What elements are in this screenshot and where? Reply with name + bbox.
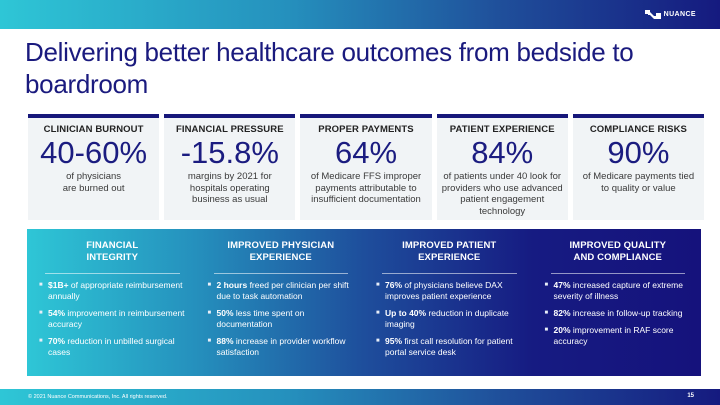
footer-bar: © 2021 Nuance Communications, Inc. All r… (0, 389, 720, 405)
stat-label: PROPER PAYMENTS (318, 124, 414, 135)
bullet-text: freed per clinician per shift due to tas… (216, 280, 349, 301)
bullet-text: of appropriate reimbursement annually (48, 280, 183, 301)
stat-label: FINANCIAL PRESSURE (175, 124, 284, 135)
bullet-text: of physicians believe DAX improves patie… (385, 280, 503, 301)
stat-value: 84% (471, 135, 534, 170)
bullet-text: increase in follow-up tracking (570, 308, 683, 318)
benefit-bullet: ■ 95% first call resolution for patient p… (376, 336, 523, 358)
page-number: 15 (687, 393, 694, 399)
bullet-square-icon: ■ (207, 310, 212, 316)
bullet-text: increased capture of extreme severity of… (553, 280, 683, 301)
slide-title: Delivering better healthcare outcomes fr… (25, 37, 634, 99)
bullet-text: reduction in duplicate imaging (385, 308, 509, 329)
benefit-column-physician-experience: IMPROVED PHYSICIAN EXPERIENCE ■ 2 hours f… (196, 229, 365, 376)
bullet-highlight: 20% (553, 325, 571, 335)
stat-value: 64% (334, 135, 398, 170)
bullet-square-icon: ■ (544, 327, 549, 333)
bullet-highlight: Up to 40% (385, 308, 427, 318)
bullet-text: first call resolution for patient portal… (385, 336, 513, 357)
bullet-square-icon: ■ (544, 310, 549, 316)
bullet-text: reduction in unbilled surgical cases (48, 336, 175, 357)
bullet-square-icon: ■ (376, 282, 380, 288)
stat-value: 40-60% (40, 135, 148, 170)
brand-logo: NUANCE (644, 10, 696, 19)
benefits-panel: FINANCIAL INTEGRITY ■ $1B+ of appropriate… (27, 229, 701, 376)
benefit-bullet: ■ $1B+ of appropriate reimbursement annua… (39, 280, 186, 302)
stat-description: of Medicare payments tied to quality or … (582, 171, 695, 194)
stat-card-financial-pressure: FINANCIAL PRESSURE -15.8% margins by 202… (164, 114, 296, 220)
bullet-highlight: 70% (48, 336, 66, 346)
benefit-bullet: ■ 50% less time spent on documentation (208, 308, 355, 330)
benefit-title: IMPROVED QUALITY AND COMPLIANCE (550, 237, 685, 274)
bullet-square-icon: ■ (207, 282, 212, 288)
stat-card-patient-experience: PATIENT EXPERIENCE 84% of patients under… (436, 114, 568, 220)
stat-label: CLINICIAN BURNOUT (43, 124, 144, 135)
bullet-highlight: 76% (385, 280, 403, 290)
stat-card-clinician-burnout: CLINICIAN BURNOUT 40-60% of physicians a… (28, 114, 160, 220)
stat-description: of physicians are burned out (62, 171, 125, 194)
stat-label: COMPLIANCE RISKS (589, 124, 687, 135)
brand-name: NUANCE (663, 11, 696, 18)
bullet-square-icon: ■ (376, 310, 380, 316)
bullet-text: improvement in reimbursement accuracy (48, 308, 185, 329)
benefit-column-financial-integrity: FINANCIAL INTEGRITY ■ $1B+ of appropriate… (27, 229, 196, 376)
benefit-bullet: ■ 2 hours freed per clinician per shift d… (208, 280, 355, 302)
bullet-highlight: 54% (48, 308, 66, 318)
bullet-square-icon: ■ (207, 338, 212, 344)
benefit-bullet: ■ 70% reduction in unbilled surgical case… (39, 336, 186, 358)
bullet-highlight: 82% (553, 308, 571, 318)
bullet-text: increase in provider workflow satisfacti… (216, 336, 346, 357)
header-bar: NUANCE (0, 0, 720, 29)
benefit-bullet: ■ 20% improvement in RAF score accuracy (545, 325, 692, 347)
bullet-highlight: 95% (385, 336, 403, 346)
bullet-text: less time spent on documentation (216, 308, 305, 329)
stat-description: of patients under 40 look for providers … (441, 171, 563, 217)
stat-card-proper-payments: PROPER PAYMENTS 64% of Medicare FFS impr… (300, 114, 432, 220)
stats-row: CLINICIAN BURNOUT 40-60% of physicians a… (28, 114, 705, 220)
benefit-title: IMPROVED PATIENT EXPERIENCE (382, 237, 517, 274)
stat-description: margins by 2021 for hospitals operating … (187, 171, 272, 205)
benefit-bullet: ■ 54% improvement in reimbursement accura… (39, 308, 186, 330)
stat-card-compliance-risks: COMPLIANCE RISKS 90% of Medicare payment… (572, 114, 705, 220)
benefit-title: IMPROVED PHYSICIAN EXPERIENCE (213, 237, 348, 274)
benefit-column-quality-compliance: IMPROVED QUALITY AND COMPLIANCE ■ 47% inc… (533, 229, 702, 376)
bullet-square-icon: ■ (39, 282, 43, 288)
stat-description: of Medicare FFS improper payments attrib… (310, 171, 422, 205)
bullet-highlight: 88% (216, 336, 234, 346)
benefit-bullet: ■ 88% increase in provider workflow satis… (208, 336, 355, 358)
bullet-highlight: 50% (216, 308, 234, 318)
stat-label: PATIENT EXPERIENCE (449, 124, 555, 135)
benefit-bullet: ■ Up to 40% reduction in duplicate imagin… (376, 308, 523, 330)
bullet-highlight: $1B+ (48, 280, 69, 290)
bullet-square-icon: ■ (376, 338, 380, 344)
bullet-square-icon: ■ (39, 338, 43, 344)
stat-value: -15.8% (180, 135, 279, 170)
bullet-highlight: 2 hours (216, 280, 248, 290)
stat-value: 90% (607, 135, 670, 170)
benefit-title: FINANCIAL INTEGRITY (45, 237, 180, 274)
benefit-column-patient-experience: IMPROVED PATIENT EXPERIENCE ■ 76% of phys… (364, 229, 533, 376)
bullet-square-icon: ■ (544, 282, 549, 288)
benefit-bullet: ■ 47% increased capture of extreme severi… (545, 280, 692, 302)
bullet-square-icon: ■ (39, 310, 43, 316)
copyright-text: © 2021 Nuance Communications, Inc. All r… (28, 394, 168, 400)
benefit-bullet: ■ 82% increase in follow-up tracking (545, 308, 692, 319)
nuance-logo-icon (644, 10, 661, 19)
bullet-text: improvement in RAF score accuracy (553, 325, 674, 346)
bullet-highlight: 47% (553, 280, 571, 290)
benefit-bullet: ■ 76% of physicians believe DAX improves … (376, 280, 523, 302)
